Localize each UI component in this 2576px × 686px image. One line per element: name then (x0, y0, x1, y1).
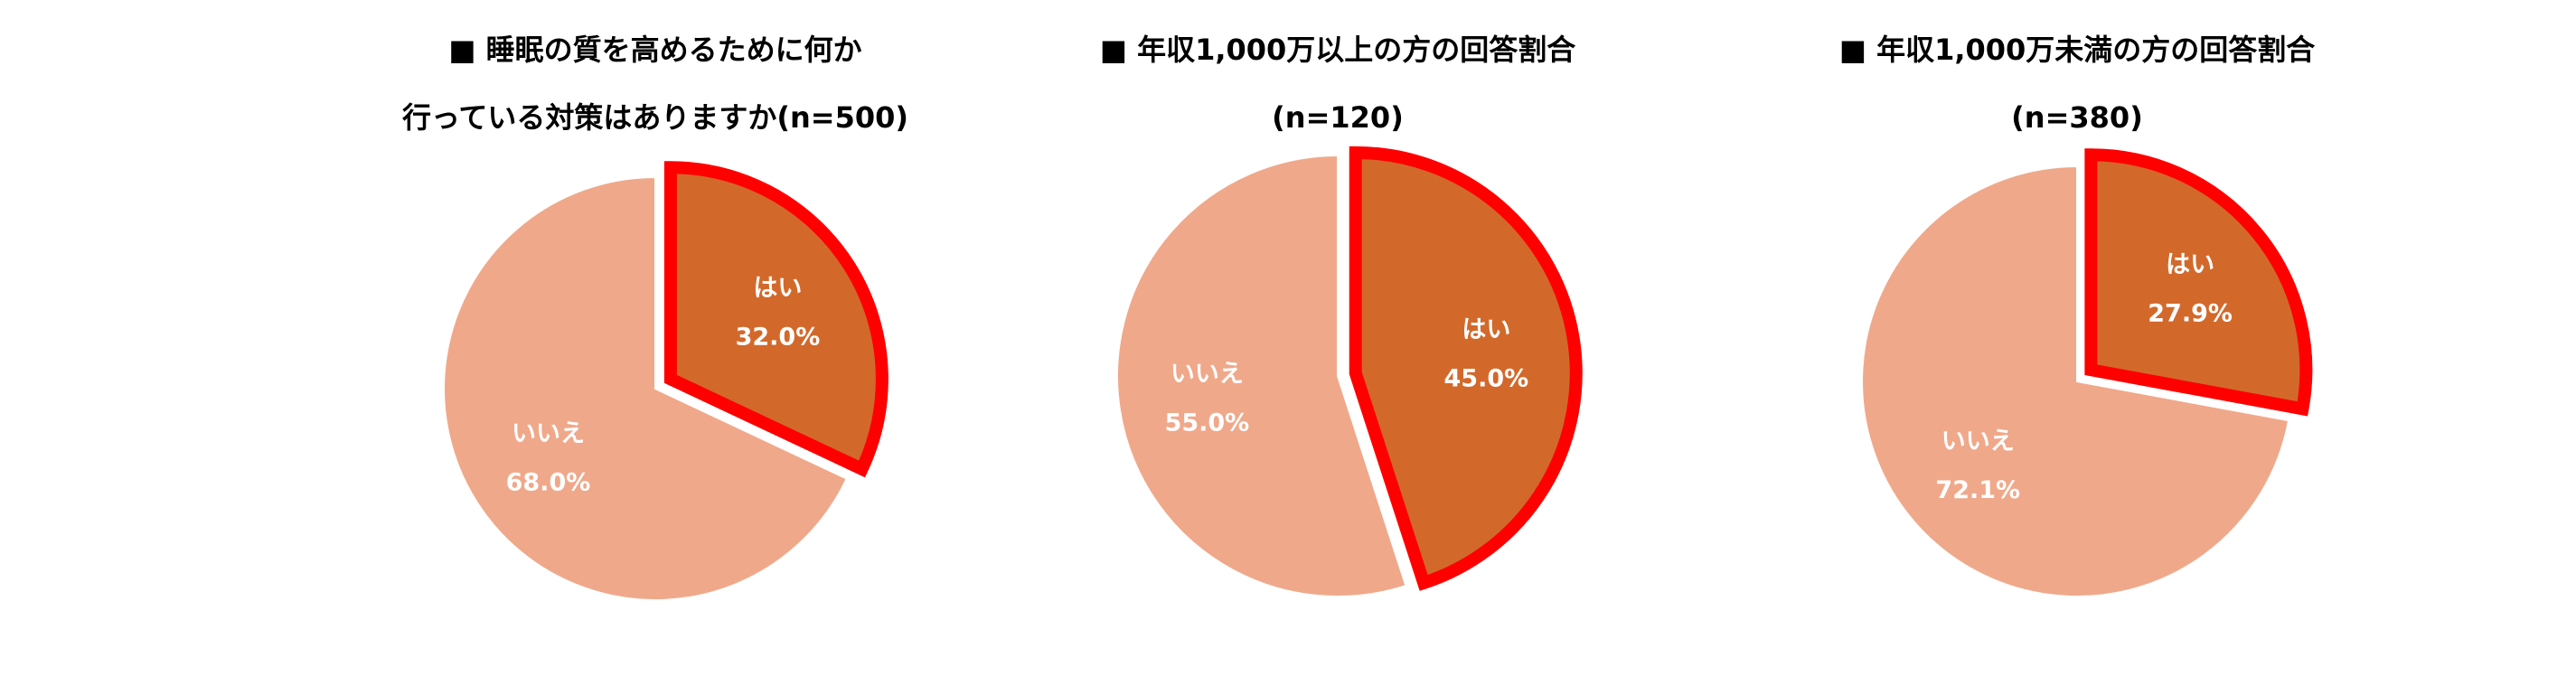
chart-title: ■ 年収1,000万以上の方の回答割合 (1100, 33, 1576, 67)
slice-label: はい (2166, 250, 2214, 278)
pie-slice (2084, 148, 2313, 417)
chart-title: (n=380) (2011, 100, 2143, 135)
slice-value-label: 45.0% (1444, 364, 1529, 392)
slice-value-label: 27.9% (2148, 299, 2233, 327)
chart-title: (n=120) (1272, 100, 1404, 135)
slice-value-label: 72.1% (1935, 476, 2020, 504)
pie-slice (443, 175, 849, 601)
chart-title: 行っている対策はありますか(n=500) (402, 100, 908, 135)
pie-slice (663, 161, 888, 478)
slice-label: いいえ (512, 420, 585, 448)
slice-label: いいえ (1941, 428, 2015, 456)
chart-title: ■ 年収1,000万未満の方の回答割合 (1839, 33, 2316, 67)
slice-label: はい (753, 275, 802, 303)
slice-value-label: 55.0% (1165, 409, 1250, 437)
pie-slice (1349, 146, 1583, 591)
slice-label: はい (1462, 315, 1510, 343)
pie-slice (1116, 154, 1407, 597)
chart-title: ■ 睡眠の質を高めるために何か (448, 33, 861, 67)
slice-label: いいえ (1170, 360, 1244, 388)
slice-value-label: 32.0% (736, 324, 821, 352)
pie-slice (1861, 164, 2290, 597)
slice-value-label: 68.0% (506, 469, 591, 497)
